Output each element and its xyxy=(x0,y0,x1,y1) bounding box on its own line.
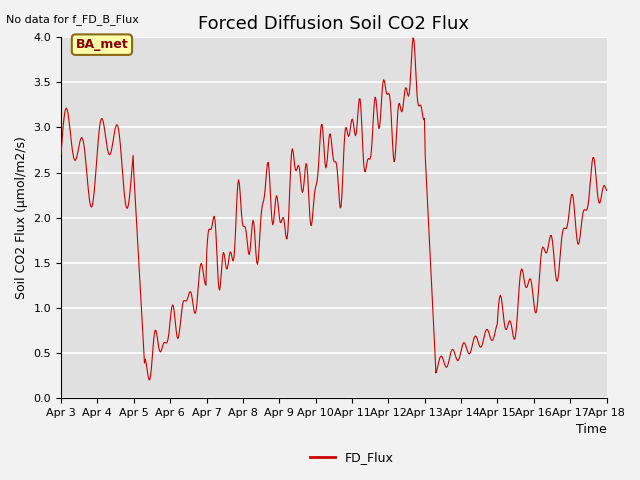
X-axis label: Time: Time xyxy=(576,423,607,436)
Text: BA_met: BA_met xyxy=(76,38,129,51)
Legend: FD_Flux: FD_Flux xyxy=(305,446,399,469)
Y-axis label: Soil CO2 Flux (μmol/m2/s): Soil CO2 Flux (μmol/m2/s) xyxy=(15,136,28,299)
Title: Forced Diffusion Soil CO2 Flux: Forced Diffusion Soil CO2 Flux xyxy=(198,15,469,33)
Text: No data for f_FD_B_Flux: No data for f_FD_B_Flux xyxy=(6,14,140,25)
